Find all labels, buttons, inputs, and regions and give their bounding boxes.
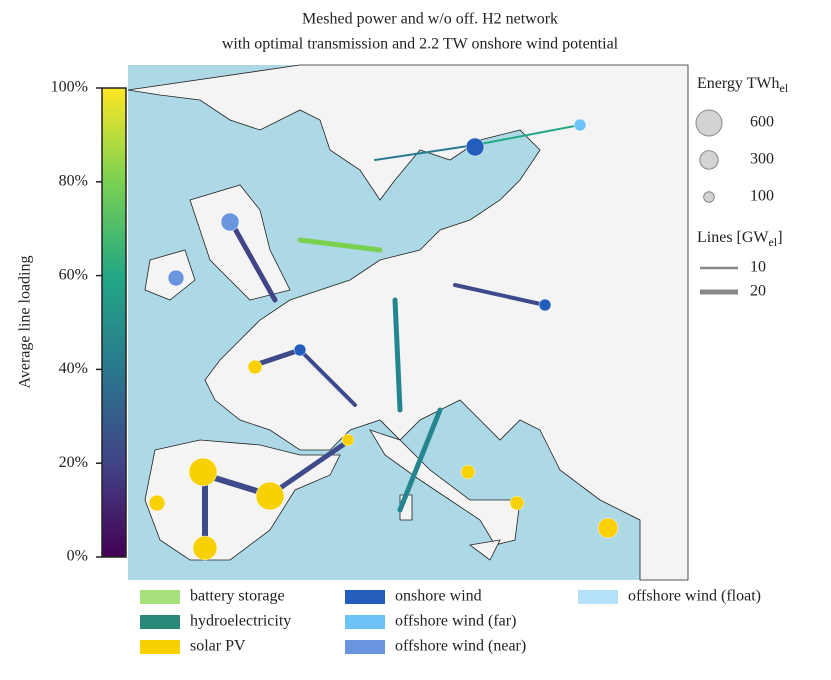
node <box>341 433 355 447</box>
legend-title: Energy TWhel <box>697 75 789 95</box>
node <box>465 137 485 157</box>
colorbar-tick-label: 60% <box>59 266 88 283</box>
node <box>460 464 476 480</box>
lines-legend: Lines [GWel] 10 20 <box>697 229 783 300</box>
legend-label: offshore wind (near) <box>395 638 526 655</box>
line <box>453 283 547 307</box>
node <box>188 457 218 487</box>
legend-swatch <box>140 590 180 604</box>
legend-swatch <box>140 615 180 629</box>
legend-label: offshore wind (far) <box>395 613 516 630</box>
line <box>474 124 581 146</box>
line <box>392 297 403 413</box>
node <box>255 481 285 511</box>
legend-swatch <box>345 615 385 629</box>
map <box>127 64 689 581</box>
legend-label: battery storage <box>190 588 285 605</box>
legend-title-subscript: el <box>780 81 789 95</box>
line <box>267 437 353 498</box>
size-label: 600 <box>750 114 774 131</box>
node <box>573 118 587 132</box>
colorbar-tick-label: 20% <box>59 454 88 471</box>
legend-title: Lines [GWel] <box>697 229 783 249</box>
line <box>252 347 303 368</box>
legend-title-end: ] <box>777 229 782 246</box>
node <box>220 212 240 232</box>
legend-label: solar PV <box>190 638 246 655</box>
width-label: 10 <box>750 259 766 276</box>
legend-title-text: Energy TWh <box>697 75 780 92</box>
legend-label: offshore wind (float) <box>628 588 761 605</box>
colorbar-label: Average line loading <box>17 256 34 389</box>
legend-swatch <box>345 590 385 604</box>
title-line: with optimal transmission and 2.2 TW ons… <box>222 36 619 53</box>
energy-legend: Energy TWhel 600 300 100 <box>695 75 789 205</box>
size-label: 100 <box>750 188 774 205</box>
line <box>374 144 476 161</box>
legend-swatch <box>345 640 385 654</box>
network-lines <box>202 124 581 548</box>
sicily <box>469 539 501 561</box>
colorbar-gradient <box>101 87 127 558</box>
colorbar-tick-label: 80% <box>59 172 88 189</box>
node <box>509 495 525 511</box>
legend-title-text: Lines [GW <box>697 229 769 246</box>
legend-swatch <box>140 640 180 654</box>
size-marker <box>703 191 715 203</box>
colorbar-tick-label: 100% <box>51 79 88 96</box>
node <box>538 298 552 312</box>
size-label: 300 <box>750 151 774 168</box>
legend-label: hydroelectricity <box>190 613 291 630</box>
node <box>148 494 166 512</box>
colorbar-tick-label: 0% <box>67 548 88 565</box>
node <box>597 517 619 539</box>
colorbar: Average line loading 0% 20% 40% 60% 80% 100% <box>17 79 127 565</box>
line <box>397 407 443 513</box>
mainland <box>127 64 689 581</box>
size-marker <box>695 109 723 137</box>
node <box>247 359 263 375</box>
size-marker <box>699 150 719 170</box>
nodes <box>148 118 619 561</box>
node <box>192 535 218 561</box>
line <box>297 237 383 253</box>
line <box>298 348 357 407</box>
legend-label: onshore wind <box>395 588 482 605</box>
node <box>293 343 307 357</box>
colorbar-tick-label: 40% <box>59 360 88 377</box>
line <box>227 217 278 303</box>
node <box>167 269 185 287</box>
legend-swatch <box>578 590 618 604</box>
title-line: Meshed power and w/o off. H2 network <box>302 11 558 28</box>
carrier-legend: battery storage hydroelectricity solar PV o… <box>140 588 761 655</box>
width-label: 20 <box>750 283 766 300</box>
legend-title-subscript: el <box>769 235 778 249</box>
